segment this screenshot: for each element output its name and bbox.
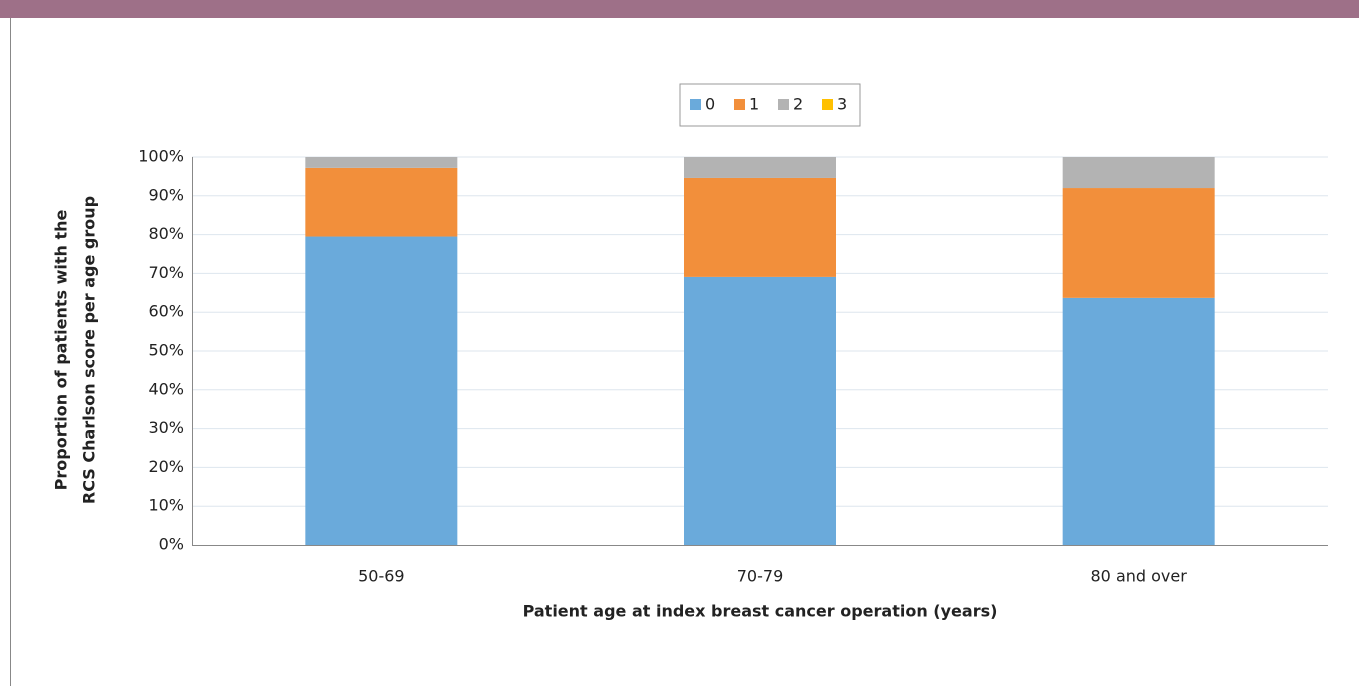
x-tick-label: 70-79 bbox=[737, 567, 784, 586]
bar-segment bbox=[684, 157, 836, 178]
bar-segment bbox=[684, 177, 836, 277]
legend-swatch bbox=[822, 99, 833, 110]
bar-segment bbox=[305, 167, 458, 237]
x-tick-label: 50-69 bbox=[358, 567, 405, 586]
y-tick-label: 40% bbox=[148, 379, 184, 398]
y-tick-label: 100% bbox=[138, 147, 184, 166]
y-tick-label: 80% bbox=[148, 224, 184, 243]
bar-segment bbox=[305, 236, 458, 546]
x-tick-label: 80 and over bbox=[1091, 567, 1188, 586]
legend-label: 1 bbox=[749, 95, 759, 114]
y-tick-label: 10% bbox=[148, 496, 184, 515]
y-tick-label: 70% bbox=[148, 263, 184, 282]
legend-swatch bbox=[734, 99, 745, 110]
bar-segment bbox=[1062, 297, 1215, 545]
top-bar bbox=[0, 0, 1359, 18]
y-tick-label: 90% bbox=[148, 185, 184, 204]
legend-swatch bbox=[778, 99, 789, 110]
legend-label: 0 bbox=[705, 95, 715, 114]
legend-label: 2 bbox=[793, 95, 803, 114]
bar-segment bbox=[1062, 157, 1215, 189]
x-axis-title: Patient age at index breast cancer opera… bbox=[523, 602, 998, 621]
bar-segment bbox=[1062, 188, 1215, 298]
bar-segment bbox=[305, 157, 458, 168]
y-tick-label: 30% bbox=[148, 418, 184, 437]
legend-swatch bbox=[690, 99, 701, 110]
y-tick-label: 0% bbox=[159, 535, 184, 554]
y-tick-label: 60% bbox=[148, 302, 184, 321]
y-tick-label: 20% bbox=[148, 457, 184, 476]
bar-segment bbox=[684, 276, 836, 545]
y-axis-title: RCS Charlson score per age group bbox=[80, 196, 99, 504]
legend-label: 3 bbox=[837, 95, 847, 114]
y-axis-title: Proportion of patients with the bbox=[52, 210, 71, 491]
y-tick-label: 50% bbox=[148, 341, 184, 360]
